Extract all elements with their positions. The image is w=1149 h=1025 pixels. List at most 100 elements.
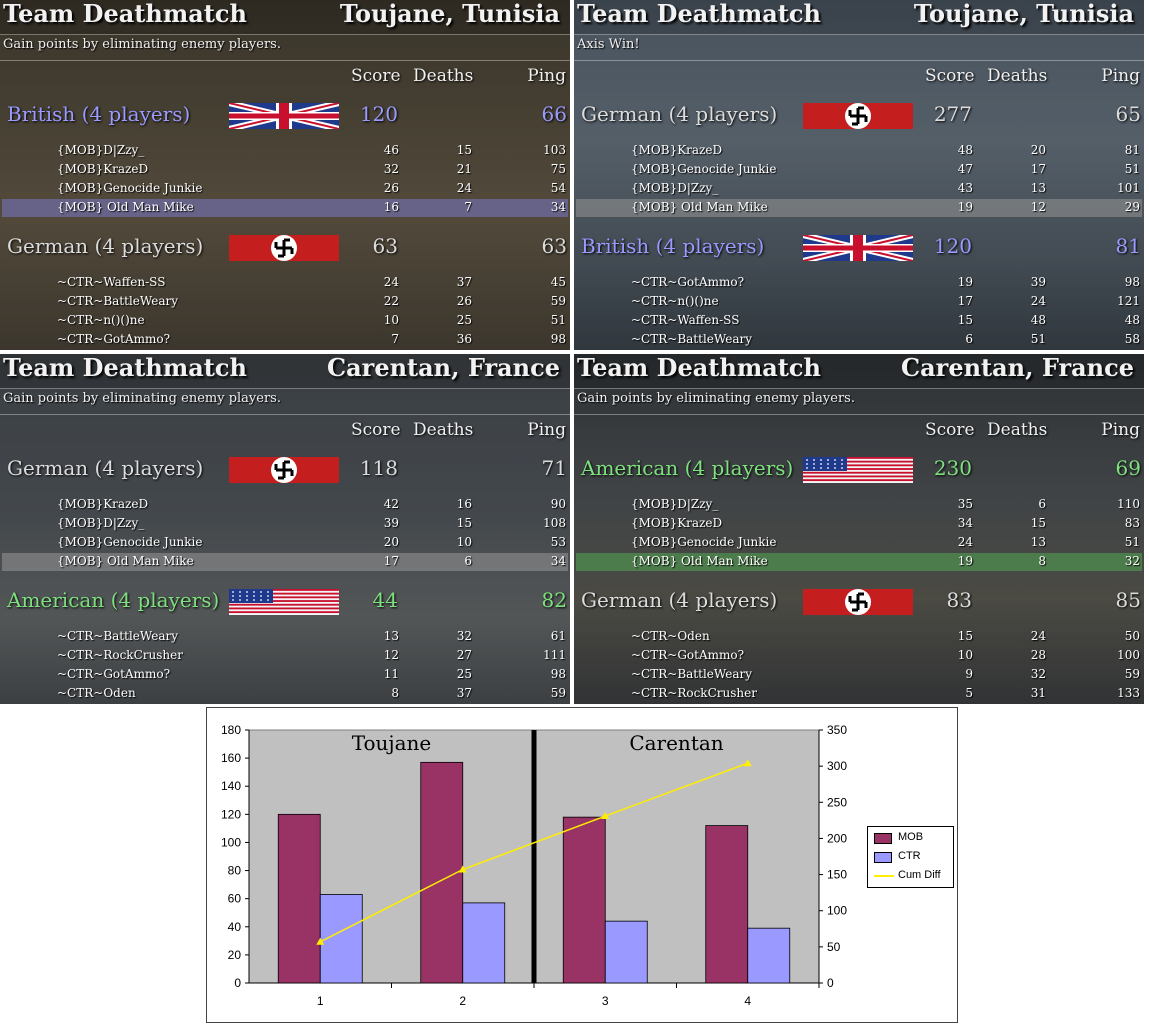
player-ping: 34 [550, 554, 566, 568]
player-row[interactable]: ~CTR~Oden 8 37 59 [2, 685, 568, 703]
player-row[interactable]: ~CTR~Waffen-SS 24 37 45 [2, 274, 568, 292]
us-flag-icon [803, 457, 913, 483]
player-row[interactable]: {MOB}KrazeD 42 16 90 [2, 496, 568, 514]
player-score: 8 [391, 686, 399, 700]
column-header-deaths: Deaths [987, 66, 1048, 86]
bar-ctr [747, 927, 791, 984]
player-deaths: 21 [456, 162, 472, 176]
team-ping: 63 [541, 234, 567, 258]
panel-background [574, 354, 1144, 704]
y-tick-label: 80 [228, 864, 242, 878]
player-deaths: 17 [1030, 162, 1046, 176]
player-row[interactable]: ~CTR~GotAmmo? 11 25 98 [2, 666, 568, 684]
player-row[interactable]: ~CTR~n()()ne 10 25 51 [2, 312, 568, 330]
y2-tick-label: 150 [827, 868, 847, 882]
player-row[interactable]: {MOB}Genocide Junkie 47 17 51 [576, 161, 1142, 179]
player-row[interactable]: {MOB}Genocide Junkie 24 13 51 [576, 534, 1142, 552]
player-ping: 103 [543, 143, 566, 157]
panel-header: Team Deathmatch Toujane, Tunisia [574, 0, 1144, 35]
team-row: British (4 players) 120 81 [574, 227, 1144, 267]
player-score: 19 [957, 275, 973, 289]
player-row[interactable]: ~CTR~Oden 15 24 50 [576, 628, 1142, 646]
player-row[interactable]: ~CTR~Waffen-SS 15 48 48 [576, 312, 1142, 330]
player-deaths: 13 [1030, 181, 1046, 195]
player-deaths: 26 [456, 294, 472, 308]
score-chart-svg: 0 20 40 60 80 100 120 140 160 180 0 50 100 150 200 250 3… [221, 723, 847, 1008]
player-name: ~CTR~BattleWeary [57, 629, 179, 643]
player-row[interactable]: {MOB}KrazeD 48 20 81 [576, 142, 1142, 160]
player-ping: 45 [550, 275, 566, 289]
player-ping: 58 [1124, 332, 1140, 346]
player-row[interactable]: ~CTR~n()()ne 17 24 121 [576, 293, 1142, 311]
x-tick-label: 3 [602, 994, 609, 1008]
column-header-score: Score [925, 66, 975, 86]
player-row[interactable]: ~CTR~GotAmmo? 7 36 98 [2, 331, 568, 349]
y-tick-label: 160 [221, 751, 241, 765]
player-ping: 75 [550, 162, 566, 176]
y-tick-label: 180 [221, 723, 241, 737]
panel-background [0, 0, 570, 350]
player-deaths: 25 [456, 667, 472, 681]
legend-swatch-ctr [874, 852, 892, 863]
player-row[interactable]: ~CTR~BattleWeary 6 51 58 [576, 331, 1142, 349]
column-header-deaths: Deaths [413, 66, 474, 86]
player-deaths: 24 [1030, 629, 1046, 643]
de-flag-icon [803, 589, 913, 615]
team-ping: 82 [541, 588, 567, 612]
player-row[interactable]: {MOB}KrazeD 34 15 83 [576, 515, 1142, 533]
player-name: ~CTR~BattleWeary [631, 332, 753, 346]
player-row[interactable]: {MOB}D|Zzy_ 46 15 103 [2, 142, 568, 160]
player-score: 42 [383, 497, 399, 511]
player-row[interactable]: {MOB}D|Zzy_ 43 13 101 [576, 180, 1142, 198]
player-name: ~CTR~n()()ne [57, 313, 145, 327]
team-name: British (4 players) [581, 234, 765, 258]
player-row[interactable]: {MOB} Old Man Mike 19 12 29 [576, 199, 1142, 217]
player-row[interactable]: ~CTR~BattleWeary 22 26 59 [2, 293, 568, 311]
player-row[interactable]: {MOB} Old Man Mike 19 8 32 [576, 553, 1142, 571]
player-row[interactable]: {MOB}Genocide Junkie 20 10 53 [2, 534, 568, 552]
team-row: British (4 players) 120 66 [0, 95, 570, 135]
player-score: 24 [957, 535, 973, 549]
player-row[interactable]: {MOB}D|Zzy_ 39 15 108 [2, 515, 568, 533]
player-score: 34 [957, 516, 973, 530]
player-deaths: 28 [1030, 648, 1046, 662]
player-score: 26 [383, 181, 399, 195]
player-name: ~CTR~Oden [57, 686, 136, 700]
player-ping: 111 [543, 648, 566, 662]
player-row[interactable]: {MOB}Genocide Junkie 26 24 54 [2, 180, 568, 198]
player-row[interactable]: {MOB} Old Man Mike 17 6 34 [2, 553, 568, 571]
scoreboard-panel: Team Deathmatch Carentan, France Gain poin… [574, 354, 1144, 704]
y-tick-label: 100 [221, 835, 241, 849]
player-row[interactable]: ~CTR~RockCrusher 12 27 111 [2, 647, 568, 665]
player-row[interactable]: ~CTR~BattleWeary 9 32 59 [576, 666, 1142, 684]
de-flag-icon [803, 103, 913, 129]
player-row[interactable]: {MOB}KrazeD 32 21 75 [2, 161, 568, 179]
line-cum-diff [319, 762, 749, 943]
player-name: {MOB}D|Zzy_ [57, 143, 145, 157]
player-name: ~CTR~Waffen-SS [57, 275, 166, 289]
y2-tick-label: 0 [827, 976, 834, 990]
player-score: 32 [383, 162, 399, 176]
panel-header: Team Deathmatch Toujane, Tunisia [0, 0, 570, 35]
panel-background [574, 0, 1144, 350]
divider [574, 60, 1144, 61]
player-row[interactable]: {MOB}D|Zzy_ 35 6 110 [576, 496, 1142, 514]
column-header-deaths: Deaths [413, 420, 474, 440]
player-ping: 48 [1124, 313, 1140, 327]
score-chart: 0 20 40 60 80 100 120 140 160 180 0 50 100 150 200 250 3… [206, 707, 958, 1023]
player-row[interactable]: ~CTR~RockCrusher 5 31 133 [576, 685, 1142, 703]
player-name: {MOB} Old Man Mike [57, 200, 194, 214]
player-deaths: 32 [456, 629, 472, 643]
player-ping: 83 [1124, 516, 1140, 530]
player-row[interactable]: {MOB} Old Man Mike 16 7 34 [2, 199, 568, 217]
team-score: 120 [933, 234, 972, 258]
player-ping: 59 [550, 294, 566, 308]
scoreboard-panel: Team Deathmatch Toujane, Tunisia Axis Win!… [574, 0, 1144, 350]
y2-tick-label: 100 [827, 904, 847, 918]
team-row: German (4 players) 83 85 [574, 581, 1144, 621]
team-ping: 65 [1115, 102, 1141, 126]
x-tick-label: 4 [744, 994, 751, 1008]
player-row[interactable]: ~CTR~BattleWeary 13 32 61 [2, 628, 568, 646]
player-row[interactable]: ~CTR~GotAmmo? 19 39 98 [576, 274, 1142, 292]
player-row[interactable]: ~CTR~GotAmmo? 10 28 100 [576, 647, 1142, 665]
